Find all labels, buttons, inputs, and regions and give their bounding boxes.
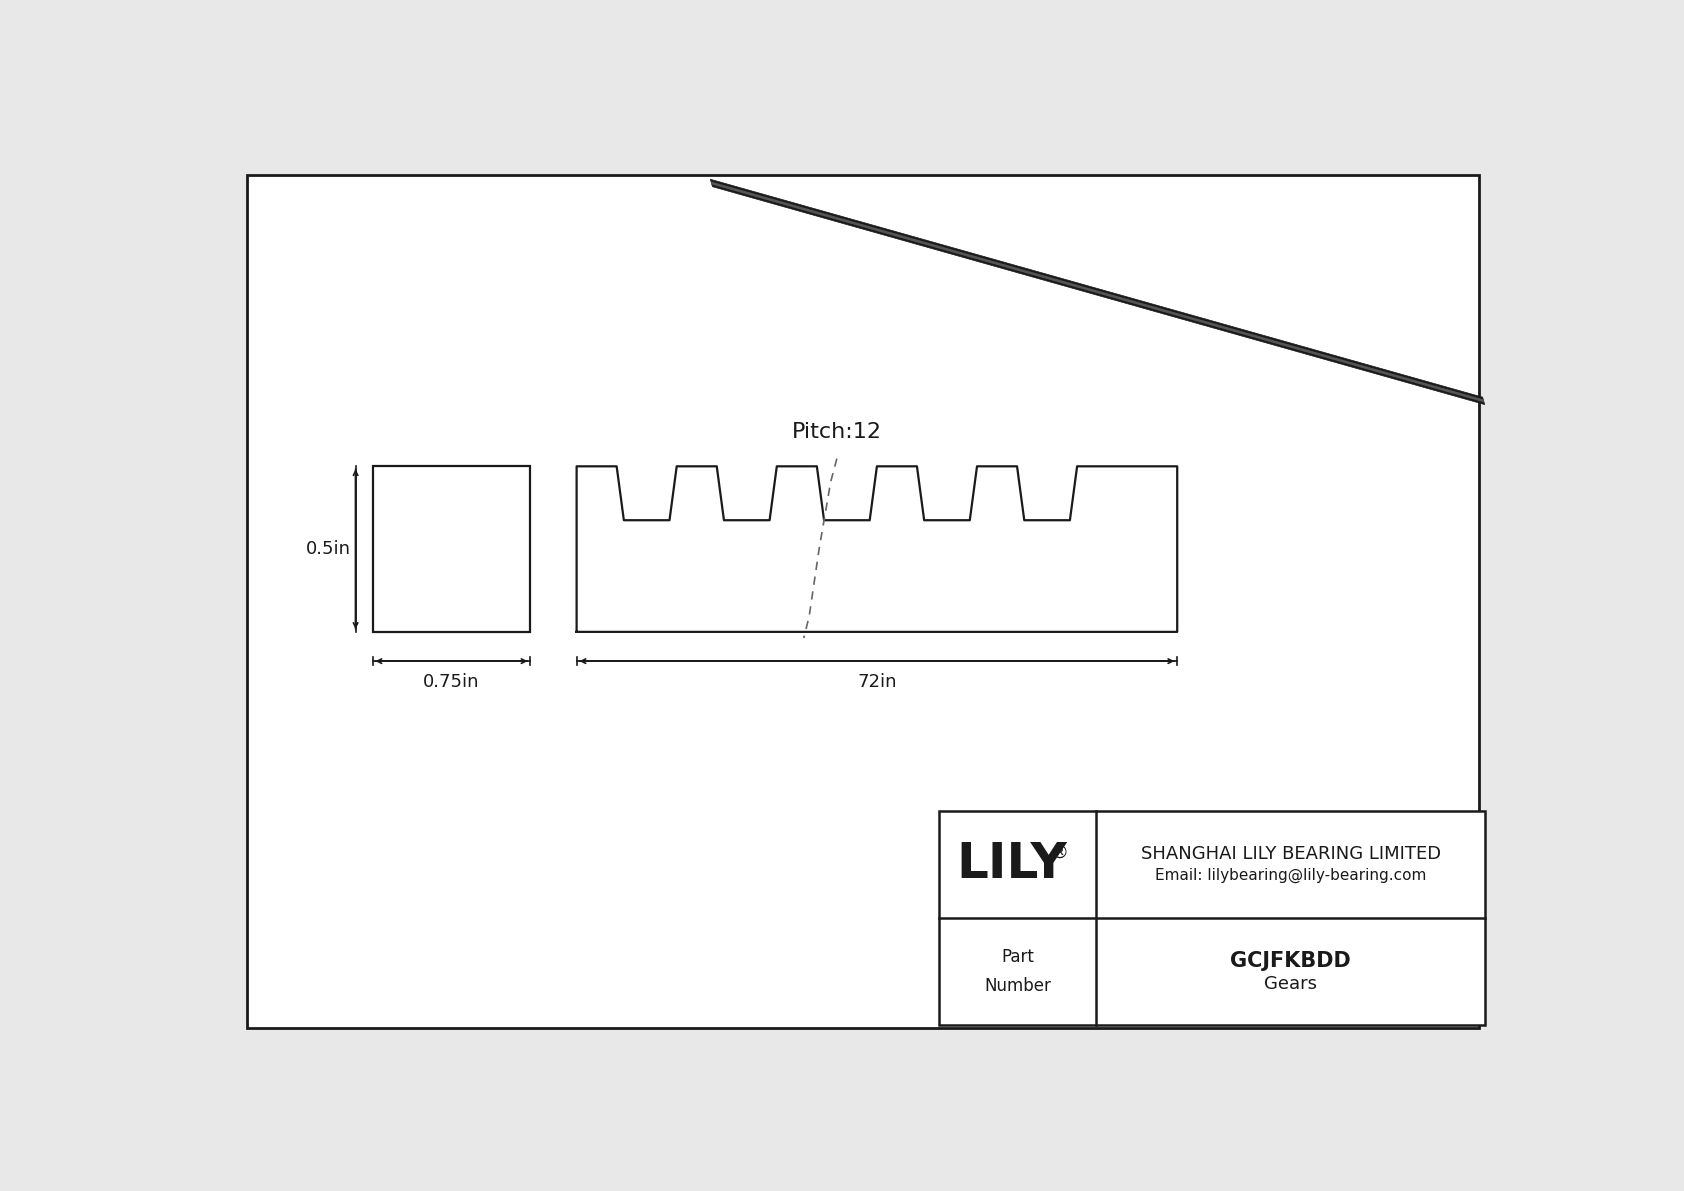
Text: Email: lilybearing@lily-bearing.com: Email: lilybearing@lily-bearing.com	[1155, 867, 1426, 883]
Text: 0.75in: 0.75in	[423, 673, 480, 692]
Text: 72in: 72in	[857, 673, 896, 692]
Polygon shape	[711, 181, 1484, 403]
Text: SHANGHAI LILY BEARING LIMITED: SHANGHAI LILY BEARING LIMITED	[1140, 844, 1442, 862]
Bar	[372, 467, 530, 632]
Polygon shape	[711, 180, 1485, 405]
Text: GCJFKBDD: GCJFKBDD	[1231, 950, 1351, 971]
Text: Part
Number: Part Number	[983, 948, 1051, 994]
Text: Gears: Gears	[1265, 974, 1317, 993]
Text: ®: ®	[1051, 844, 1069, 862]
Text: Pitch:12: Pitch:12	[791, 422, 882, 442]
Text: LILY: LILY	[957, 841, 1066, 888]
Bar	[938, 811, 1485, 1025]
Text: 0.5in: 0.5in	[306, 540, 350, 559]
